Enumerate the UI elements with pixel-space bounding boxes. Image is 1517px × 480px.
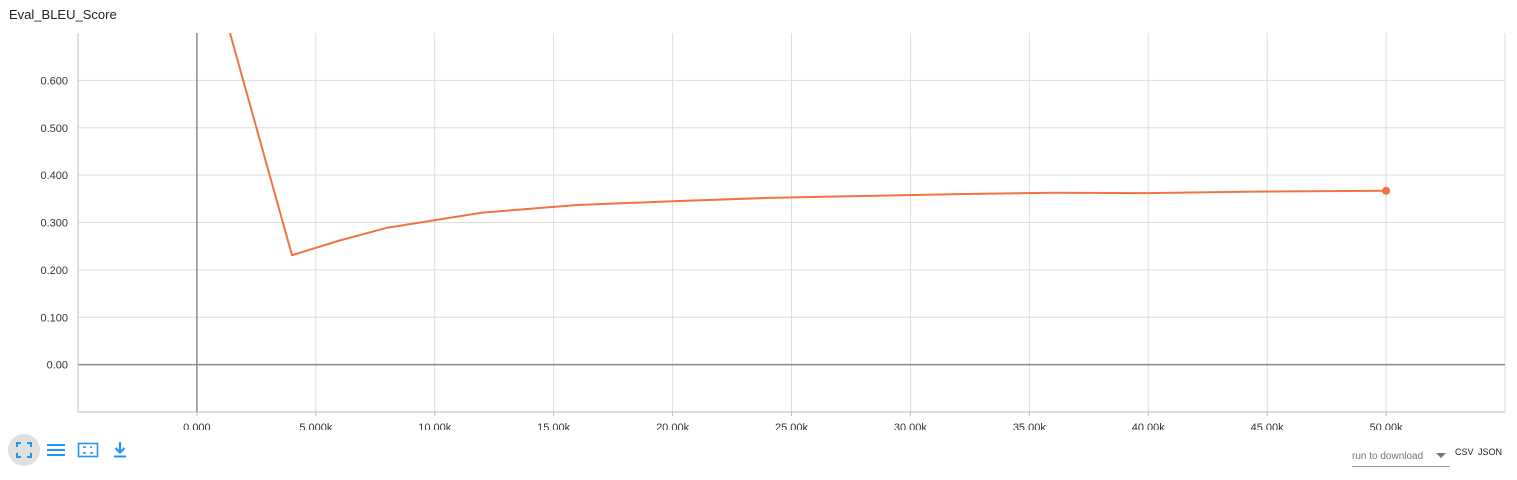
- x-tick-label: 50.00k: [1370, 422, 1404, 430]
- chart-title: Eval_BLEU_Score: [9, 7, 117, 22]
- tick-labels: 0.000 5.000k 10.00k 15.00k 20.00k 25.00k 30.00…: [40, 75, 1403, 430]
- x-tick-label: 0.000: [183, 422, 211, 430]
- series-layer: [228, 33, 1391, 257]
- series-line: [228, 33, 1387, 257]
- grid-lines: [78, 33, 1506, 412]
- fit-to-screen-button[interactable]: [8, 434, 40, 466]
- x-tick-label: 15.00k: [537, 422, 571, 430]
- y-tick-label: 0.100: [40, 312, 68, 324]
- x-tick-label: 5.000k: [299, 422, 333, 430]
- run-download-select[interactable]: run to download: [1352, 446, 1450, 467]
- download-chart-button[interactable]: [104, 434, 136, 466]
- run-download-placeholder: run to download: [1352, 450, 1424, 462]
- chart-toolbar: [8, 434, 136, 466]
- x-tick-label: 20.00k: [656, 422, 690, 430]
- x-tick-label: 30.00k: [894, 422, 928, 430]
- toggle-y-domain-button[interactable]: [72, 434, 104, 466]
- chevron-down-icon: [1436, 453, 1446, 458]
- y-tick-label: 0.00: [47, 360, 68, 372]
- y-tick-label: 0.500: [40, 123, 68, 135]
- last-point-marker: [1382, 186, 1391, 195]
- fit-to-screen-icon: [16, 442, 32, 458]
- axes: [77, 33, 1505, 416]
- x-tick-label: 25.00k: [775, 422, 809, 430]
- y-tick-label: 0.400: [40, 170, 68, 182]
- download-icon: [114, 442, 126, 458]
- x-tick-label: 35.00k: [1013, 422, 1047, 430]
- log-scale-icon: [47, 444, 65, 456]
- x-tick-label: 40.00k: [1132, 422, 1166, 430]
- y-tick-label: 0.200: [40, 265, 68, 277]
- y-tick-label: 0.300: [40, 218, 68, 230]
- json-download-link[interactable]: JSON: [1478, 447, 1503, 457]
- x-tick-label: 45.00k: [1251, 422, 1285, 430]
- y-tick-label: 0.600: [40, 75, 68, 87]
- log-scale-button[interactable]: [40, 434, 72, 466]
- csv-download-link[interactable]: CSV: [1455, 447, 1474, 457]
- toggle-y-domain-icon: [77, 442, 99, 458]
- x-tick-label: 10.00k: [418, 422, 452, 430]
- line-chart: 0.000 5.000k 10.00k 15.00k 20.00k 25.00k 30.00…: [40, 33, 1506, 430]
